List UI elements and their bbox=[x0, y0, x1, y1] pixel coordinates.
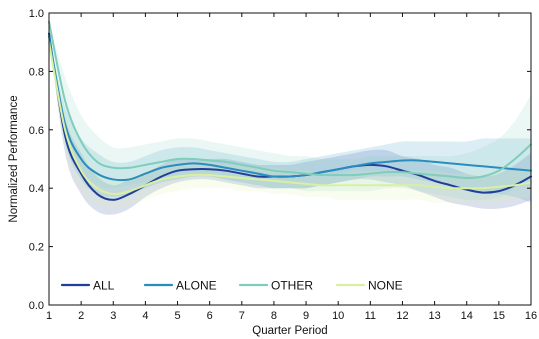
x-tick-label: 10 bbox=[332, 310, 344, 322]
y-tick-label: 0.0 bbox=[29, 300, 44, 312]
x-tick-label: 2 bbox=[78, 310, 84, 322]
confidence-bands bbox=[49, 21, 531, 215]
y-tick-label: 0.2 bbox=[29, 242, 44, 254]
y-axis-title: Normalized Performance bbox=[8, 95, 20, 222]
line-other bbox=[48, 20, 532, 179]
x-tick-label: 7 bbox=[239, 310, 245, 322]
x-axis-title: Quarter Period bbox=[252, 325, 327, 337]
x-tick-label: 5 bbox=[174, 310, 180, 322]
y-tick-label: 0.8 bbox=[29, 66, 44, 78]
line-none bbox=[48, 41, 532, 196]
x-tick-label: 9 bbox=[303, 310, 309, 322]
x-tick-label: 3 bbox=[110, 310, 116, 322]
x-tick-label: 13 bbox=[428, 310, 440, 322]
x-tick-label: 11 bbox=[365, 310, 376, 322]
band-all bbox=[49, 33, 531, 215]
x-tick-label: 14 bbox=[461, 310, 473, 322]
y-tick-label: 1.0 bbox=[29, 8, 44, 20]
x-tick-label: 12 bbox=[396, 310, 408, 322]
y-tick-label: 0.4 bbox=[29, 183, 44, 195]
x-tick-label: 16 bbox=[525, 310, 537, 322]
x-tick-label: 4 bbox=[142, 310, 148, 322]
plot-frame bbox=[48, 12, 532, 306]
legend-label-none: NONE bbox=[368, 279, 403, 293]
x-axis: 1 2 3 4 5 6 7 8 9 10 11 12 13 14 15 16 bbox=[46, 13, 537, 322]
band-other bbox=[49, 21, 531, 201]
y-axis: 0.0 0.2 0.4 0.6 0.8 1.0 bbox=[29, 8, 531, 312]
legend-label-alone: ALONE bbox=[176, 279, 217, 293]
legend-label-other: OTHER bbox=[271, 279, 313, 293]
x-tick-label: 6 bbox=[207, 310, 213, 322]
x-tick-label: 1 bbox=[46, 310, 52, 322]
x-tick-label: 8 bbox=[271, 310, 277, 322]
band-none bbox=[49, 42, 531, 209]
legend: ALL ALONE OTHER NONE bbox=[60, 279, 403, 293]
legend-label-all: ALL bbox=[93, 279, 115, 293]
y-tick-label: 0.6 bbox=[29, 125, 44, 137]
line-alone bbox=[48, 35, 532, 182]
series-lines bbox=[48, 20, 532, 201]
x-tick-label: 15 bbox=[493, 310, 505, 322]
